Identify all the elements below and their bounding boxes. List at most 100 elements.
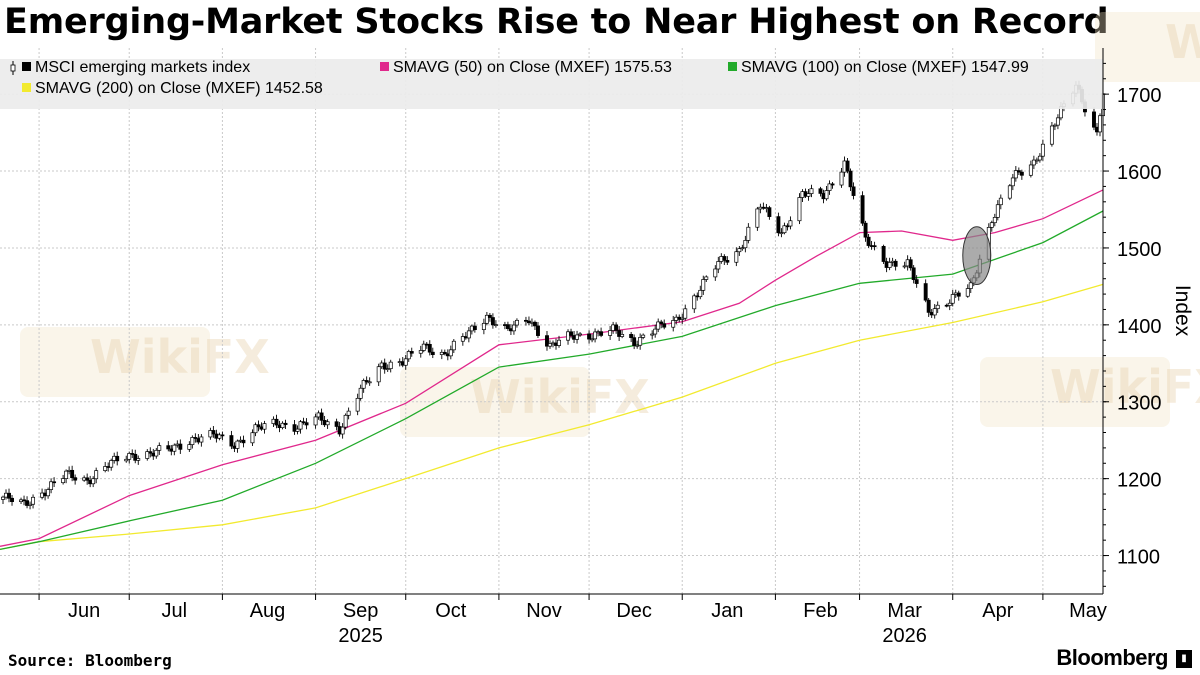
candle-body [725,260,730,263]
candle-body [1055,117,1060,126]
candle-body [250,432,255,444]
candle-body [995,204,1000,218]
candle-body [548,343,552,347]
candle-body [860,195,865,224]
y-tick-label: 1200 [1117,470,1162,492]
chart-title: Emerging-Market Stocks Rise to Near High… [4,2,1109,42]
candle-body [809,188,814,194]
watermark-text: WikiFX [90,330,270,384]
candle-body [965,288,970,297]
candle-body [575,334,579,340]
candle-body [1031,159,1036,166]
candle-body [190,437,195,445]
legend-swatch [380,62,389,71]
candle-body [638,337,643,346]
candle-body [451,340,456,351]
candle-body [734,251,739,263]
axis-layer: 1100 1200 1300 1400 1500 1600 1700 Index Jun Jul A… [0,48,1194,647]
candle-body [421,343,426,351]
source-note: Source: Bloomberg [8,651,172,670]
candle-body [704,276,709,280]
candle-body [998,197,1003,206]
candle-body [484,314,489,324]
x-tick-label: Sep [343,600,379,622]
x-tick-label: Dec [616,600,652,622]
candle-body [557,339,561,346]
candle-body [590,338,595,341]
candle-body [536,325,540,336]
candle-body [656,321,661,330]
candle-body [950,294,955,304]
x-tick-label: Jun [68,600,100,622]
candle-body [241,439,246,444]
candle-body [782,225,787,234]
candle-body [932,308,937,316]
candle-body [334,421,339,427]
candle-body [926,299,931,313]
candle-body [908,259,913,269]
candle-body [94,470,99,480]
candle-body [698,289,703,298]
candle-body [746,226,751,241]
candle-body [298,421,303,430]
candle-body [743,240,748,249]
candle-body [569,331,573,336]
candle-body [364,380,369,383]
candle-body [25,500,29,506]
candle-body [641,334,646,338]
candle-body [578,333,583,336]
candle-body [911,267,916,280]
candle-body [683,308,688,319]
sma50-line [0,189,1104,547]
candle-body [608,330,613,336]
candle-body [659,321,664,325]
x-tick-label: May [1069,600,1107,622]
watermark-box [20,327,210,397]
brand-logo: Bloomberg [1056,645,1168,670]
candle-body [85,477,90,481]
legend-layer: MSCI emerging markets index SMAVG (50) on… [0,59,1103,109]
candle-body [448,349,453,357]
candle-body [923,283,928,301]
candle-body [73,477,78,481]
candle-body [127,453,132,460]
x-tick-label: Aug [250,600,286,622]
candle-body [466,330,471,339]
candle-body [487,314,492,318]
candle-body [1092,111,1096,128]
candle-body [460,336,465,342]
candle-body [442,351,447,355]
x-tick-label: Mar [887,600,922,622]
watermark-layer: WikiFX WikiFX WikiFX WikiFX [20,12,1200,437]
candle-body [1,496,5,500]
candle-body [716,261,721,270]
candle-body [166,445,171,450]
sma100-line [0,210,1104,551]
candle-body [355,397,360,412]
candle-body [361,380,366,389]
candle-body [989,222,994,228]
legend-label: SMAVG (50) on Close (MXEF) 1575.53 [393,59,672,76]
candle-body [280,422,285,429]
candle-body [797,197,802,222]
candle-body [253,424,258,434]
y-tick-label: 1700 [1117,85,1162,107]
candle-body [653,328,658,335]
candle-body [632,337,637,346]
legend-label: SMAVG (100) on Close (MXEF) 1547.99 [741,59,1029,76]
y-axis-label: Index [1171,285,1194,337]
candle-body [52,481,57,484]
candle-body [545,335,549,347]
sma50-layer [0,189,1104,547]
candle-body [481,322,486,331]
candle-body [1016,170,1021,173]
candle-body [235,440,240,449]
y-tick-label: 1500 [1117,239,1162,261]
candle-body [262,423,267,430]
candle-body [662,323,667,328]
candle-body [806,193,811,197]
watermark-text: WikiFX [1165,15,1200,69]
candle-body [490,317,495,326]
grid-layer [0,48,1103,594]
candle-body [283,422,288,425]
